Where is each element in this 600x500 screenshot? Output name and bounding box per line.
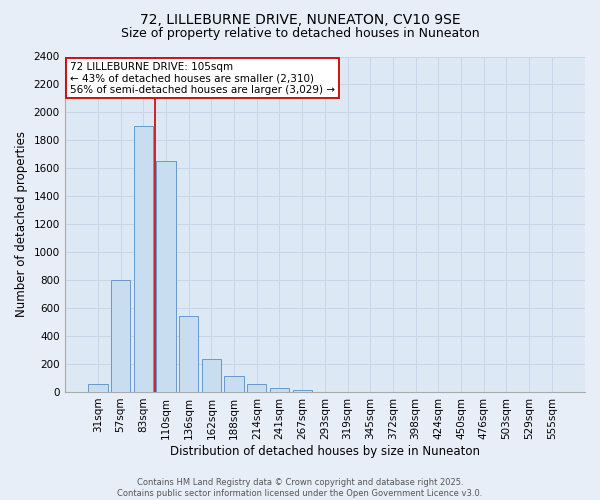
Bar (111, 280, 130, 392)
Bar (293, 390, 312, 392)
X-axis label: Distribution of detached houses by size in Nuneaton: Distribution of detached houses by size … (170, 444, 480, 458)
Y-axis label: Number of detached properties: Number of detached properties (15, 131, 28, 317)
Bar (224, 376, 244, 392)
Bar (179, 316, 199, 392)
Bar (202, 359, 221, 392)
Bar (157, 162, 176, 392)
Bar (247, 384, 266, 392)
Bar (134, 126, 153, 392)
Bar (270, 388, 289, 392)
Text: Size of property relative to detached houses in Nuneaton: Size of property relative to detached ho… (121, 28, 479, 40)
Text: 72, LILLEBURNE DRIVE, NUNEATON, CV10 9SE: 72, LILLEBURNE DRIVE, NUNEATON, CV10 9SE (140, 12, 460, 26)
Text: Contains HM Land Registry data © Crown copyright and database right 2025.
Contai: Contains HM Land Registry data © Crown c… (118, 478, 482, 498)
Bar (88, 384, 107, 392)
Text: 72 LILLEBURNE DRIVE: 105sqm
← 43% of detached houses are smaller (2,310)
56% of : 72 LILLEBURNE DRIVE: 105sqm ← 43% of det… (70, 62, 335, 94)
